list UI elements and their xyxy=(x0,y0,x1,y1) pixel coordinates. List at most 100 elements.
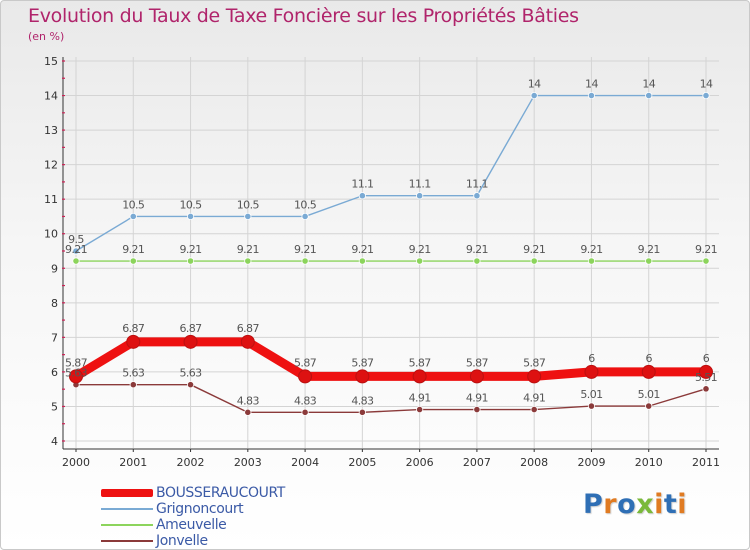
logo-letter: x xyxy=(636,489,655,520)
legend-label: Grignoncourt xyxy=(156,501,244,517)
data-point-grignoncourt xyxy=(301,212,309,221)
data-label-jonvelle: 5.01 xyxy=(638,388,660,401)
proxiti-logo[interactable]: Proxiti xyxy=(583,489,687,520)
data-label-grignoncourt: 11.1 xyxy=(409,178,431,191)
data-point-bousseraucourt xyxy=(355,369,370,384)
data-label-ameuvelle: 9.21 xyxy=(65,243,87,256)
data-label-jonvelle: 5.63 xyxy=(65,367,88,380)
data-point-bousseraucourt xyxy=(298,369,313,384)
legend-swatch xyxy=(101,524,153,526)
logo-letter: i xyxy=(654,489,664,520)
data-label-bousseraucourt: 5.87 xyxy=(65,356,88,369)
x-tick-label: 2007 xyxy=(463,456,491,469)
data-label-ameuvelle: 9.21 xyxy=(351,243,373,256)
data-label-bousseraucourt: 6.87 xyxy=(122,322,145,335)
chart-title: Evolution du Taux de Taxe Foncière sur l… xyxy=(28,5,579,27)
logo-letter: o xyxy=(617,489,637,520)
data-point-ameuvelle xyxy=(244,257,252,265)
x-tick-label: 2000 xyxy=(62,456,90,469)
data-point-jonvelle xyxy=(186,381,195,389)
data-point-jonvelle xyxy=(358,408,366,416)
grid-layer xyxy=(63,57,719,448)
data-label-ameuvelle: 9.21 xyxy=(409,243,431,256)
data-label-grignoncourt: 14 xyxy=(585,78,598,91)
data-point-bousseraucourt xyxy=(527,369,542,384)
data-label-grignoncourt: 10.5 xyxy=(294,198,317,211)
data-label-bousseraucourt: 6 xyxy=(646,352,653,365)
data-point-grignoncourt xyxy=(702,91,710,100)
data-label-jonvelle: 4.91 xyxy=(466,392,488,405)
data-label-jonvelle: 4.91 xyxy=(409,392,431,405)
x-tick-label: 2009 xyxy=(577,456,605,469)
data-point-jonvelle xyxy=(416,405,424,414)
axis-layer: 4 5 6 7 8 9 10 11 12 13 14 15 2000 2001 2002 2003 2004 20… xyxy=(44,55,720,469)
x-tick-label: 2001 xyxy=(119,456,147,469)
data-point-jonvelle xyxy=(301,408,309,416)
data-label-grignoncourt: 9.5 xyxy=(68,233,84,246)
data-label-grignoncourt: 14 xyxy=(642,78,655,91)
data-point-grignoncourt xyxy=(72,247,80,255)
data-label-jonvelle: 4.91 xyxy=(523,392,545,405)
data-point-grignoncourt xyxy=(358,192,366,200)
y-tick-label: 5 xyxy=(51,400,58,413)
series-line-bousseraucourt xyxy=(71,337,711,381)
x-tick-label: 2004 xyxy=(291,456,319,469)
series-line-grignoncourt xyxy=(75,94,707,252)
legend-swatch xyxy=(101,540,153,542)
data-point-bousseraucourt xyxy=(240,334,255,349)
data-label-bousseraucourt: 5.87 xyxy=(466,356,489,369)
data-label-grignoncourt: 10.5 xyxy=(179,198,202,211)
data-label-bousseraucourt: 5.87 xyxy=(409,356,432,369)
data-label-grignoncourt: 14 xyxy=(528,78,541,91)
data-label-ameuvelle: 9.21 xyxy=(695,243,717,256)
data-label-ameuvelle: 9.21 xyxy=(122,243,144,256)
series-line-jonvelle xyxy=(75,383,707,414)
data-point-grignoncourt xyxy=(129,212,137,221)
data-point-jonvelle xyxy=(587,402,596,410)
y-tick-label: 6 xyxy=(51,366,58,379)
legend-label: Ameuvelle xyxy=(156,517,227,533)
x-tick-label: 2010 xyxy=(635,456,663,469)
y-tick-label: 7 xyxy=(51,331,58,344)
data-point-bousseraucourt xyxy=(69,369,83,384)
data-point-ameuvelle xyxy=(587,257,596,265)
data-point-grignoncourt xyxy=(530,91,538,100)
data-label-jonvelle: 4.83 xyxy=(351,394,374,407)
data-point-bousseraucourt xyxy=(641,364,656,379)
data-point-ameuvelle xyxy=(186,257,195,265)
data-label-ameuvelle: 9.21 xyxy=(237,243,259,256)
y-tick-label: 4 xyxy=(51,435,58,448)
data-label-grignoncourt: 14 xyxy=(700,78,713,91)
data-point-grignoncourt xyxy=(186,212,195,221)
data-point-grignoncourt xyxy=(473,192,481,200)
data-point-grignoncourt xyxy=(416,192,424,200)
data-point-grignoncourt xyxy=(244,212,252,221)
data-point-bousseraucourt xyxy=(469,369,484,384)
data-point-ameuvelle xyxy=(129,257,137,265)
data-label-ameuvelle: 9.21 xyxy=(638,243,660,256)
x-tick-label: 2005 xyxy=(348,456,376,469)
logo-letter: i xyxy=(677,489,688,520)
legend-label: Jonvelle xyxy=(156,533,208,549)
data-point-bousseraucourt xyxy=(412,369,427,384)
data-label-bousseraucourt: 6 xyxy=(588,352,595,365)
data-point-jonvelle xyxy=(473,405,481,414)
data-point-jonvelle xyxy=(129,381,137,389)
data-label-jonvelle: 5.63 xyxy=(179,367,202,380)
data-label-ameuvelle: 9.21 xyxy=(294,243,316,256)
data-point-jonvelle xyxy=(645,402,653,410)
data-label-grignoncourt: 10.5 xyxy=(122,198,145,211)
data-label-bousseraucourt: 6 xyxy=(703,352,710,365)
data-label-bousseraucourt: 5.87 xyxy=(351,356,374,369)
data-point-bousseraucourt xyxy=(699,364,713,379)
logo-letter: P xyxy=(583,489,604,520)
y-tick-label: 11 xyxy=(44,193,58,206)
data-point-ameuvelle xyxy=(530,257,538,265)
x-tick-label: 2006 xyxy=(406,456,434,469)
logo-letter: r xyxy=(603,489,618,520)
x-tick-label: 2011 xyxy=(692,456,720,469)
y-tick-label: 10 xyxy=(44,228,58,241)
data-point-ameuvelle xyxy=(358,257,366,265)
